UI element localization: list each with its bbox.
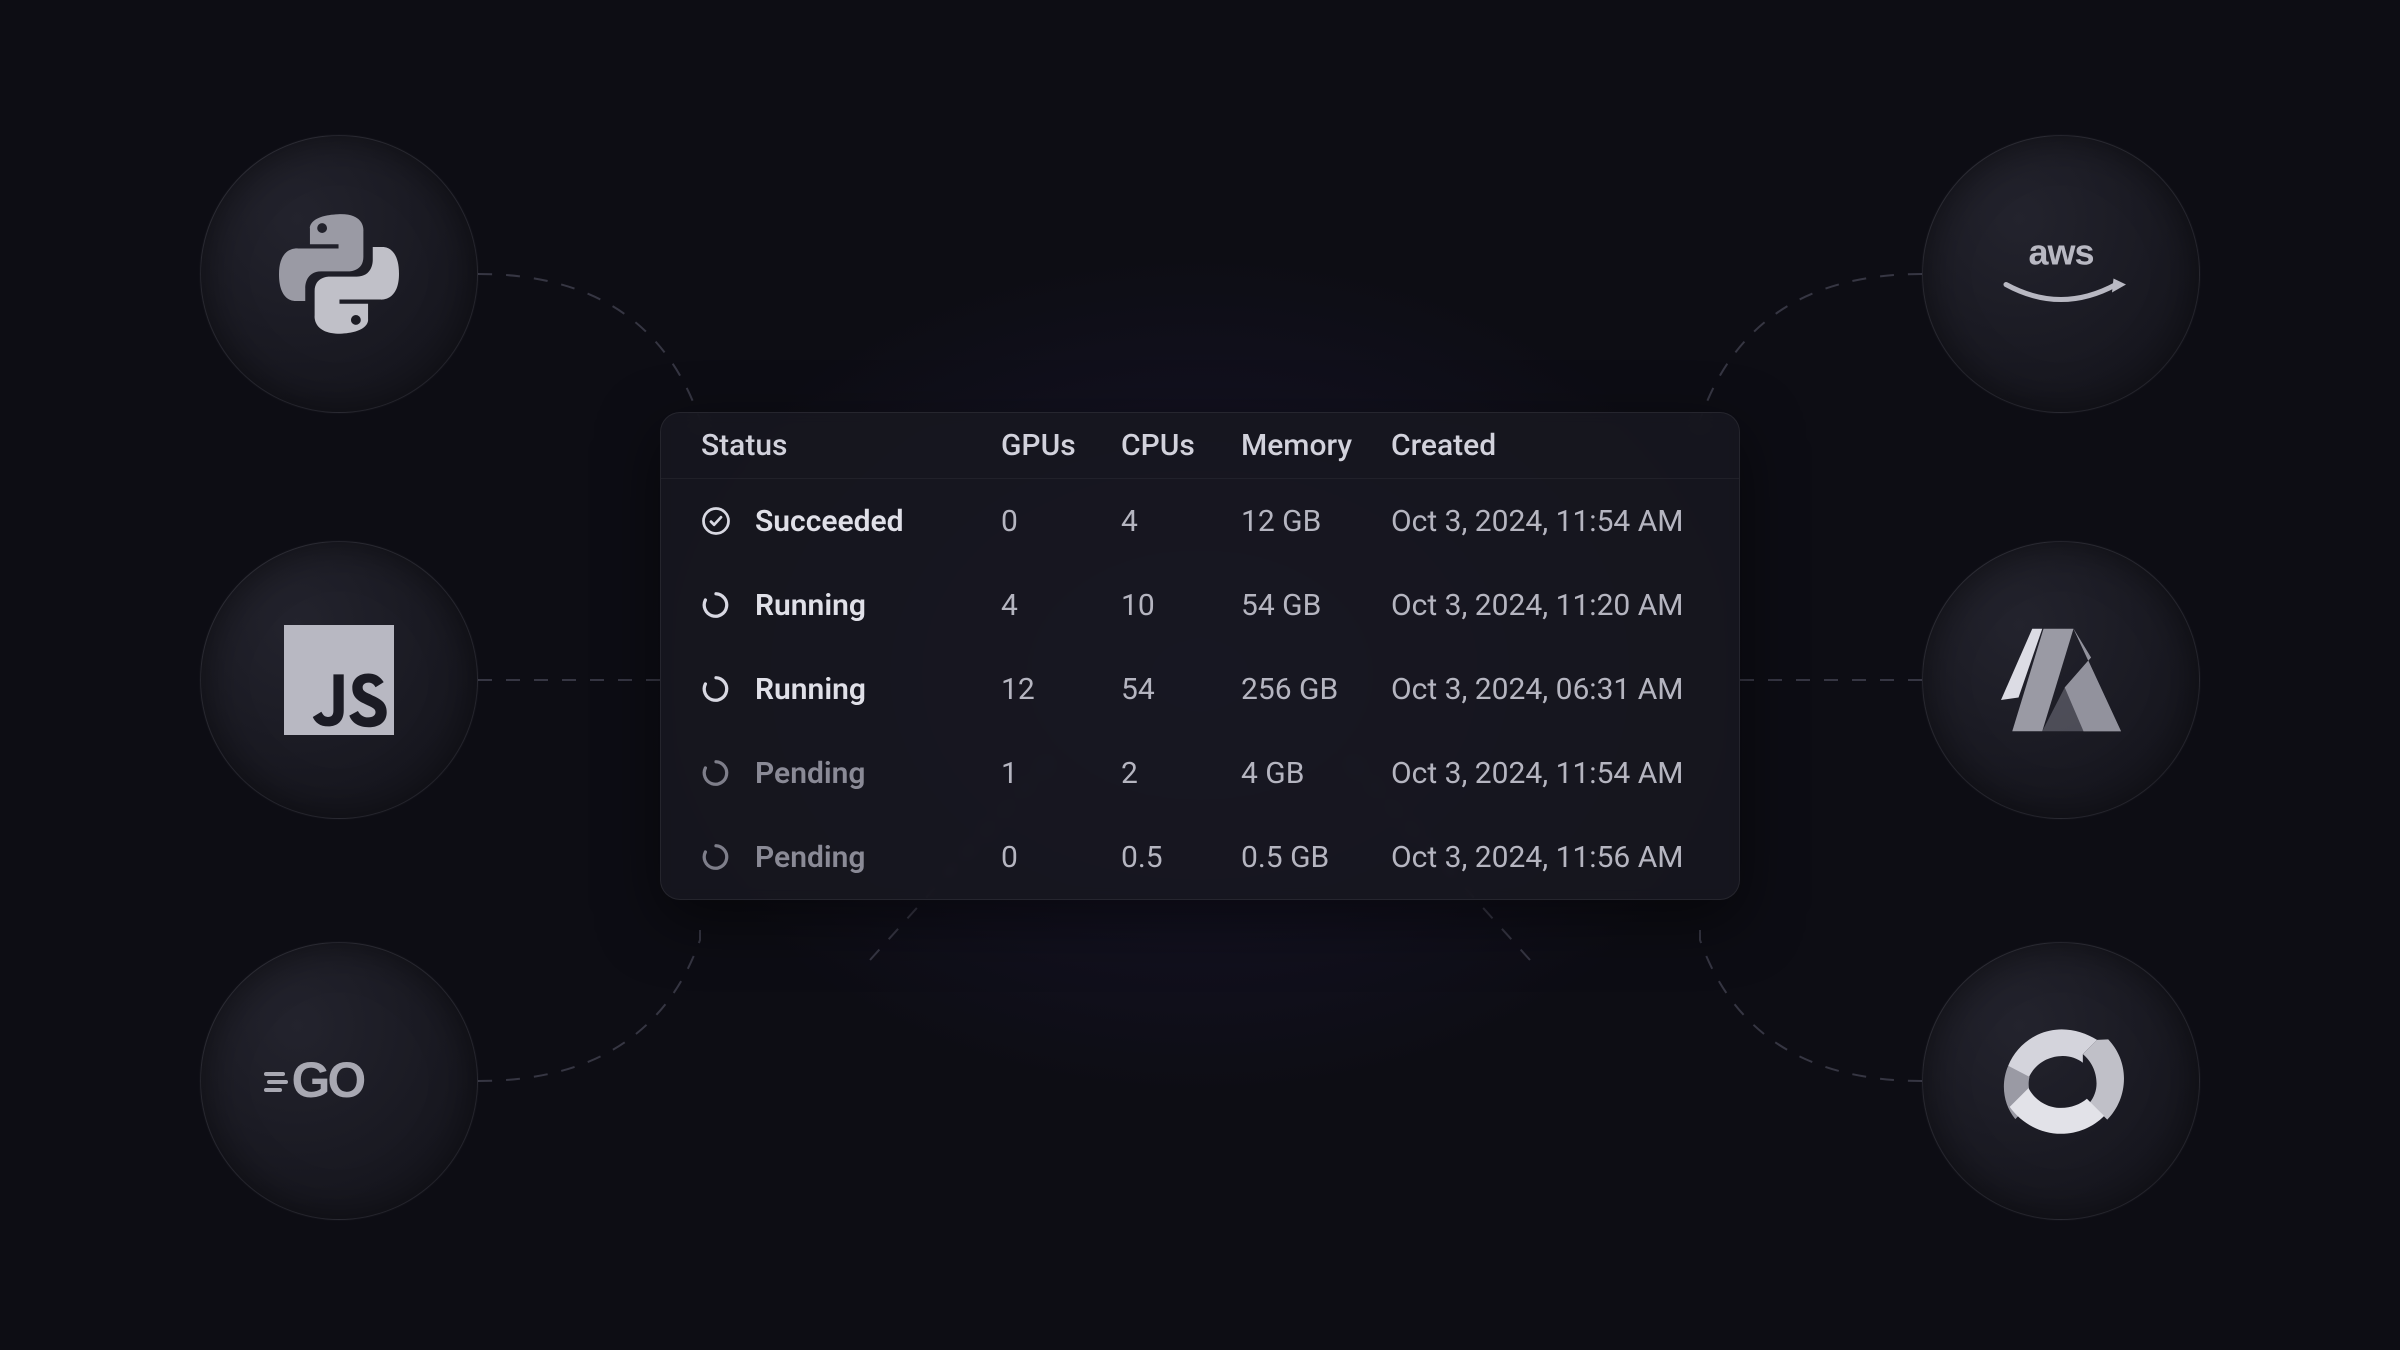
- col-memory: Memory: [1241, 428, 1391, 463]
- table-header: Status GPUs CPUs Memory Created: [661, 413, 1739, 479]
- infographic-stage: GO aws Status GPUs CPUs: [0, 0, 2400, 1350]
- cell-created: Oct 3, 2024, 06:31 AM: [1391, 672, 1699, 707]
- cell-gpus: 0: [1001, 840, 1121, 875]
- table-row: Succeeded 0 4 12 GB Oct 3, 2024, 11:54 A…: [661, 479, 1739, 563]
- table-row: Running 4 10 54 GB Oct 3, 2024, 11:20 AM: [661, 563, 1739, 647]
- status-label: Pending: [755, 756, 865, 791]
- status-cell: Pending: [701, 756, 1001, 791]
- col-cpus: CPUs: [1121, 428, 1241, 463]
- cell-cpus: 10: [1121, 588, 1241, 623]
- cell-gpus: 12: [1001, 672, 1121, 707]
- table-row: Pending 1 2 4 GB Oct 3, 2024, 11:54 AM: [661, 731, 1739, 815]
- cell-created: Oct 3, 2024, 11:56 AM: [1391, 840, 1699, 875]
- go-icon: GO: [264, 1051, 414, 1111]
- cell-cpus: 2: [1121, 756, 1241, 791]
- status-label: Running: [755, 588, 866, 623]
- node-javascript: [200, 541, 478, 819]
- node-go: GO: [200, 942, 478, 1220]
- node-azure: [1922, 541, 2200, 819]
- spinner-icon: [701, 758, 731, 788]
- cell-gpus: 0: [1001, 504, 1121, 539]
- cell-cpus: 0.5: [1121, 840, 1241, 875]
- node-gcp: [1922, 942, 2200, 1220]
- status-cell: Running: [701, 672, 1001, 707]
- table-row: Pending 0 0.5 0.5 GB Oct 3, 2024, 11:56 …: [661, 815, 1739, 899]
- google-cloud-icon: [1996, 1029, 2126, 1134]
- status-label: Pending: [755, 840, 865, 875]
- node-python: [200, 135, 478, 413]
- cell-cpus: 4: [1121, 504, 1241, 539]
- cell-memory: 54 GB: [1241, 588, 1391, 623]
- jobs-status-card: Status GPUs CPUs Memory Created Succeede…: [660, 412, 1740, 900]
- status-label: Running: [755, 672, 866, 707]
- cell-memory: 0.5 GB: [1241, 840, 1391, 875]
- spinner-icon: [701, 674, 731, 704]
- svg-text:GO: GO: [292, 1052, 365, 1108]
- aws-icon: aws: [1986, 227, 2136, 322]
- cell-memory: 256 GB: [1241, 672, 1391, 707]
- cell-cpus: 54: [1121, 672, 1241, 707]
- spinner-icon: [701, 842, 731, 872]
- col-created: Created: [1391, 428, 1699, 463]
- col-gpus: GPUs: [1001, 428, 1121, 463]
- python-icon: [279, 214, 399, 334]
- javascript-icon: [284, 625, 394, 735]
- cell-created: Oct 3, 2024, 11:20 AM: [1391, 588, 1699, 623]
- cell-gpus: 4: [1001, 588, 1121, 623]
- spinner-icon: [701, 590, 731, 620]
- status-cell: Running: [701, 588, 1001, 623]
- node-aws: aws: [1922, 135, 2200, 413]
- check-circle-icon: [701, 506, 731, 536]
- svg-text:aws: aws: [2028, 231, 2093, 272]
- col-status: Status: [701, 428, 1001, 463]
- status-label: Succeeded: [755, 504, 904, 539]
- cell-created: Oct 3, 2024, 11:54 AM: [1391, 504, 1699, 539]
- table-row: Running 12 54 256 GB Oct 3, 2024, 06:31 …: [661, 647, 1739, 731]
- azure-icon: [2001, 620, 2121, 740]
- cell-created: Oct 3, 2024, 11:54 AM: [1391, 756, 1699, 791]
- cell-memory: 12 GB: [1241, 504, 1391, 539]
- status-cell: Pending: [701, 840, 1001, 875]
- cell-gpus: 1: [1001, 756, 1121, 791]
- cell-memory: 4 GB: [1241, 756, 1391, 791]
- status-cell: Succeeded: [701, 504, 1001, 539]
